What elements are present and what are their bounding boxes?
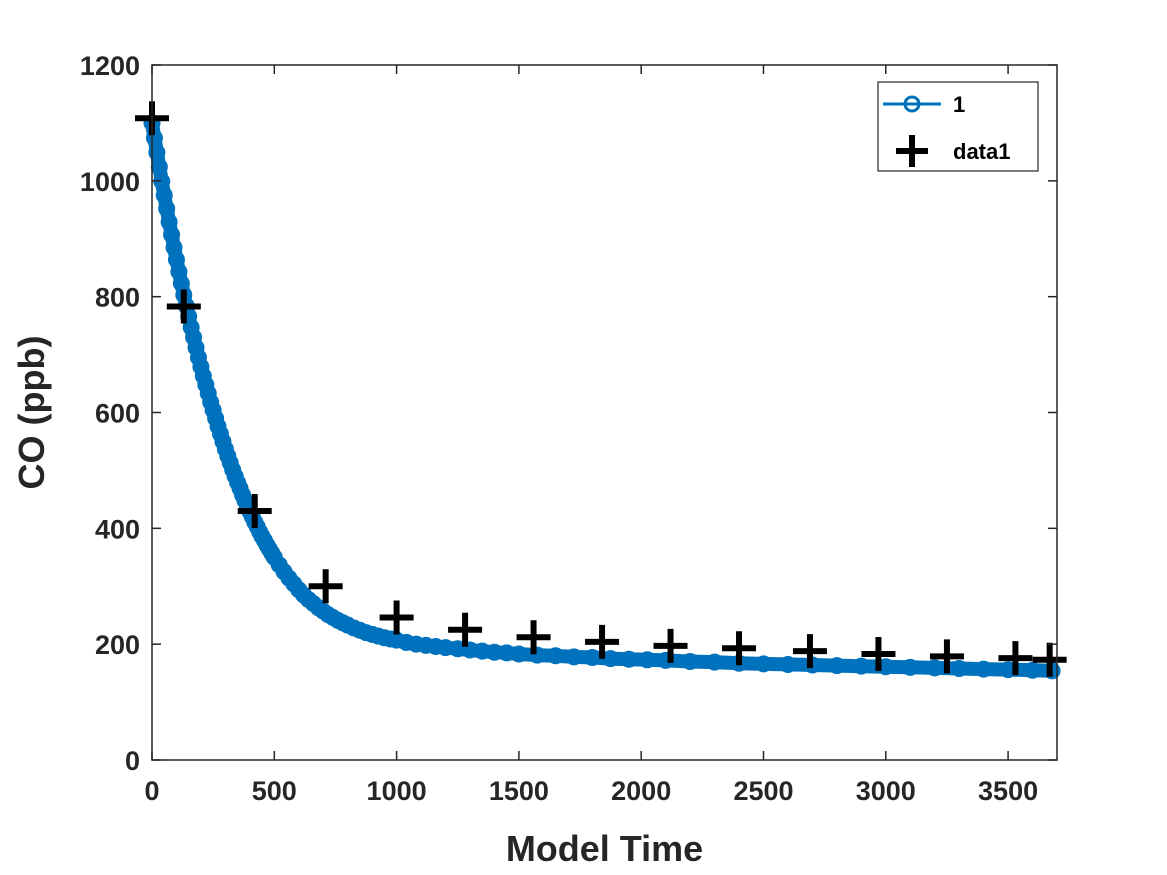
legend-label-series-2: data1 bbox=[953, 139, 1010, 164]
y-tick-label: 800 bbox=[95, 283, 140, 313]
series-1-point bbox=[197, 376, 215, 394]
series-1-point bbox=[901, 658, 919, 676]
x-tick-label: 1500 bbox=[489, 776, 549, 806]
data1-point bbox=[448, 612, 483, 647]
x-tick-label: 1000 bbox=[367, 776, 427, 806]
y-tick-label: 200 bbox=[95, 630, 140, 660]
series-1-point bbox=[295, 586, 313, 604]
series-1-point bbox=[547, 647, 565, 665]
series-1-point bbox=[681, 653, 699, 671]
series-1-point bbox=[754, 655, 772, 673]
series-1-point bbox=[170, 263, 188, 281]
x-tick-label: 3000 bbox=[856, 776, 916, 806]
series-1-point bbox=[975, 660, 993, 678]
series-1-point bbox=[852, 657, 870, 675]
y-tick-label: 400 bbox=[95, 514, 140, 544]
series-1-point bbox=[510, 645, 528, 663]
x-tick-label: 2000 bbox=[611, 776, 671, 806]
series-1-point bbox=[498, 644, 516, 662]
series-1-point bbox=[638, 651, 656, 669]
series-1-point bbox=[182, 318, 200, 336]
series-1-point bbox=[407, 635, 425, 653]
data1-point bbox=[585, 624, 620, 659]
data1-point bbox=[1032, 642, 1067, 677]
data1-point bbox=[998, 641, 1033, 676]
series-1-point bbox=[461, 641, 479, 659]
y-tick-label: 600 bbox=[95, 399, 140, 429]
data1-point bbox=[929, 639, 964, 674]
series-1-point bbox=[397, 633, 415, 651]
y-axis-label: CO (ppb) bbox=[11, 336, 52, 490]
series-1-point bbox=[485, 643, 503, 661]
series-1-point bbox=[185, 328, 203, 346]
data1-point bbox=[237, 493, 272, 528]
series-1-point bbox=[620, 650, 638, 668]
series-1-point bbox=[192, 358, 210, 376]
series-1-point bbox=[204, 401, 222, 419]
series-1-point bbox=[211, 425, 229, 443]
series-1-point bbox=[706, 653, 724, 671]
x-tick-label: 2500 bbox=[733, 776, 793, 806]
legend-box bbox=[877, 81, 1039, 172]
x-tick-label: 0 bbox=[144, 776, 159, 806]
series-1-point bbox=[202, 393, 220, 411]
series-1-point bbox=[449, 640, 467, 658]
y-tick-label: 1000 bbox=[80, 167, 140, 197]
legend-label-series-1: 1 bbox=[953, 92, 965, 117]
data1-point bbox=[379, 600, 414, 635]
data1-point bbox=[653, 628, 688, 663]
series-1-point bbox=[950, 659, 968, 677]
series-1-point bbox=[565, 648, 583, 666]
series-1-point bbox=[828, 657, 846, 675]
x-tick-label: 500 bbox=[252, 776, 297, 806]
data1-point bbox=[308, 569, 343, 604]
series-1-point bbox=[779, 655, 797, 673]
data1-point bbox=[861, 637, 896, 672]
data1-point bbox=[516, 620, 551, 655]
x-axis-label: Model Time bbox=[506, 828, 703, 869]
series-1-point bbox=[189, 348, 207, 366]
series-1-point bbox=[199, 384, 217, 402]
x-tick-label: 3500 bbox=[978, 776, 1038, 806]
series-1-point bbox=[207, 409, 225, 427]
data1-point bbox=[792, 634, 827, 669]
series-1-point bbox=[187, 339, 205, 357]
series-1-point bbox=[528, 646, 546, 664]
series-1-point bbox=[473, 642, 491, 660]
series-1-point bbox=[1024, 661, 1042, 679]
legend: 1 data1 bbox=[877, 81, 1039, 172]
data1-point bbox=[722, 631, 757, 666]
series-1-point bbox=[427, 637, 445, 655]
y-tick-label: 1200 bbox=[80, 51, 140, 81]
series-1-point bbox=[417, 636, 435, 654]
series-1-point bbox=[437, 639, 455, 657]
series-1-point bbox=[209, 417, 227, 435]
series-1-point bbox=[214, 432, 232, 450]
legend-plus-marker bbox=[896, 135, 928, 167]
legend-circle-marker bbox=[903, 95, 921, 113]
series-1-point bbox=[926, 659, 944, 677]
data1-point bbox=[166, 289, 201, 324]
y-tick-label: 0 bbox=[125, 746, 140, 776]
series-1-point bbox=[194, 367, 212, 385]
